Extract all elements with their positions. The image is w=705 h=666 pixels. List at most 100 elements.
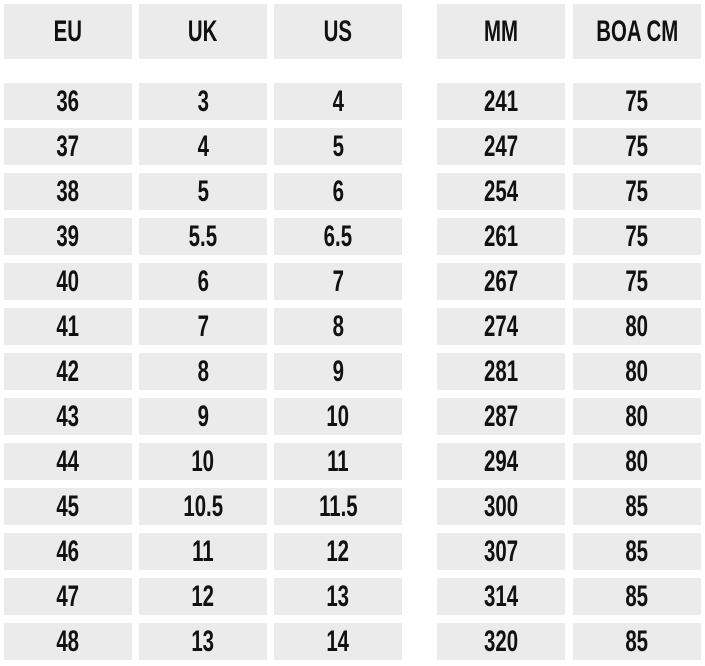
data-cell: 85 (573, 578, 701, 615)
data-cell-text: 80 (625, 444, 649, 478)
data-cell-text: 48 (56, 624, 80, 658)
data-cell-text: 13 (326, 579, 350, 613)
data-cell-text: 307 (483, 534, 519, 568)
data-cell: 241 (437, 83, 565, 120)
data-cell: 40 (4, 263, 132, 300)
data-cell-text: 80 (625, 309, 649, 343)
data-cell-text: 4 (332, 84, 344, 118)
data-cell-text: 44 (56, 444, 80, 478)
data-cell: 75 (573, 173, 701, 210)
data-cell-text: 247 (483, 129, 519, 163)
data-cell: 45 (4, 488, 132, 525)
data-cell: 11.5 (274, 488, 402, 525)
data-cell-text: 11.5 (318, 489, 358, 523)
data-cell-text: 10 (326, 399, 350, 433)
data-cell: 5.5 (139, 218, 267, 255)
data-cell: 41 (4, 308, 132, 345)
data-cell-text: 37 (56, 129, 80, 163)
data-cell-text: 43 (56, 399, 80, 433)
header-cell-text: BOA CM (596, 14, 678, 48)
data-cell: 320 (437, 623, 565, 660)
data-cell-text: 85 (625, 489, 649, 523)
data-cell-text: 281 (483, 354, 519, 388)
data-cell: 47 (4, 578, 132, 615)
data-cell-text: 75 (625, 219, 649, 253)
data-cell: 6.5 (274, 218, 402, 255)
data-cell: 38 (4, 173, 132, 210)
data-cell: 43 (4, 398, 132, 435)
header-cell-text: MM (483, 14, 518, 48)
data-cell: 5 (274, 128, 402, 165)
data-cell: 281 (437, 353, 565, 390)
data-cell: 307 (437, 533, 565, 570)
data-cell-text: 42 (56, 354, 80, 388)
data-cell-text: 6.5 (323, 219, 353, 253)
data-cell-text: 4 (197, 129, 209, 163)
data-cell: 75 (573, 83, 701, 120)
data-cell: 6 (274, 173, 402, 210)
data-cell-text: 314 (483, 579, 519, 613)
data-cell-text: 8 (197, 354, 209, 388)
data-cell-text: 47 (56, 579, 80, 613)
data-cell: 75 (573, 128, 701, 165)
data-cell: 12 (274, 533, 402, 570)
data-cell-text: 85 (625, 624, 649, 658)
data-cell-text: 9 (332, 354, 344, 388)
data-cell-text: 80 (625, 399, 649, 433)
data-cell-text: 39 (56, 219, 80, 253)
data-cell: 7 (139, 308, 267, 345)
data-cell: 48 (4, 623, 132, 660)
data-cell: 80 (573, 308, 701, 345)
data-cell-text: 320 (483, 624, 519, 658)
data-cell-text: 12 (326, 534, 350, 568)
data-cell-text: 14 (326, 624, 350, 658)
data-cell-text: 7 (197, 309, 209, 343)
data-cell: 8 (139, 353, 267, 390)
data-cell: 6 (139, 263, 267, 300)
data-cell: 300 (437, 488, 565, 525)
data-cell-text: 11 (327, 444, 349, 478)
data-cell-text: 267 (483, 264, 519, 298)
data-cell: 36 (4, 83, 132, 120)
data-cell: 274 (437, 308, 565, 345)
header-cell-text: US (323, 14, 353, 48)
data-cell-text: 5.5 (188, 219, 218, 253)
data-cell-text: 85 (625, 534, 649, 568)
data-cell: 80 (573, 353, 701, 390)
data-cell: 75 (573, 218, 701, 255)
data-cell-text: 300 (483, 489, 519, 523)
header-cell: MM (437, 4, 565, 59)
data-cell: 37 (4, 128, 132, 165)
data-cell: 13 (274, 578, 402, 615)
data-cell: 4 (274, 83, 402, 120)
data-cell-text: 287 (483, 399, 519, 433)
header-cell-text: EU (53, 14, 83, 48)
data-cell-text: 3 (197, 84, 209, 118)
data-cell: 80 (573, 398, 701, 435)
data-cell-text: 13 (191, 624, 215, 658)
data-cell: 11 (139, 533, 267, 570)
data-cell-text: 254 (483, 174, 519, 208)
data-cell: 9 (139, 398, 267, 435)
data-cell: 247 (437, 128, 565, 165)
data-cell: 254 (437, 173, 565, 210)
data-cell: 9 (274, 353, 402, 390)
data-cell-text: 75 (625, 84, 649, 118)
data-cell-text: 6 (197, 264, 209, 298)
data-cell: 261 (437, 218, 565, 255)
data-cell-text: 85 (625, 579, 649, 613)
data-cell-text: 75 (625, 174, 649, 208)
data-cell: 5 (139, 173, 267, 210)
data-cell-text: 294 (483, 444, 519, 478)
data-cell: 314 (437, 578, 565, 615)
data-cell-text: 5 (332, 129, 344, 163)
data-cell: 10.5 (139, 488, 267, 525)
data-cell-text: 241 (483, 84, 519, 118)
data-cell: 14 (274, 623, 402, 660)
data-cell-text: 11 (192, 534, 214, 568)
data-cell-text: 9 (197, 399, 209, 433)
header-cell: UK (139, 4, 267, 59)
data-cell: 46 (4, 533, 132, 570)
data-cell: 11 (274, 443, 402, 480)
